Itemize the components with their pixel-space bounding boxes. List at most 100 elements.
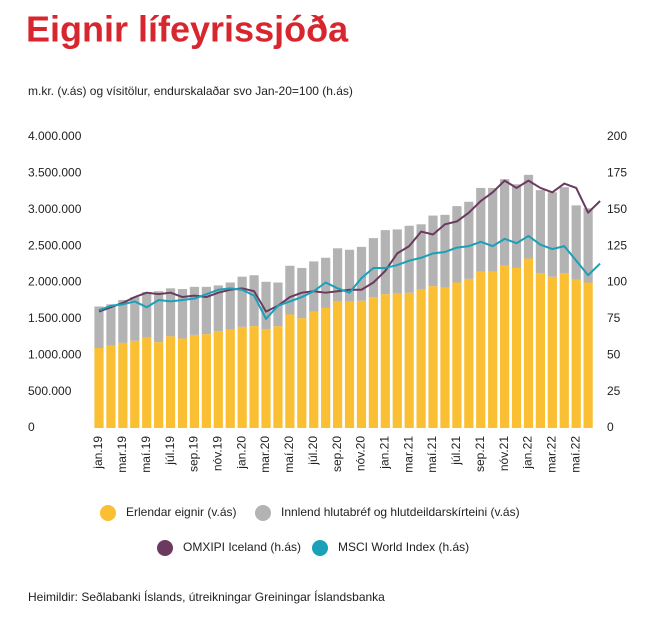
bar xyxy=(344,249,355,302)
bar xyxy=(118,299,128,343)
bar xyxy=(344,301,355,428)
bar xyxy=(142,337,152,428)
bar xyxy=(535,190,546,274)
line xyxy=(98,179,601,313)
source: Heimildir: Seðlabanki Íslands, útreiknin… xyxy=(28,589,385,604)
x-tick-label: mar.22 xyxy=(545,436,559,473)
bar xyxy=(368,297,378,428)
y-tick-label: 1.500.000 xyxy=(28,311,82,325)
bar xyxy=(428,215,438,287)
y-tick-label: 3.500.000 xyxy=(28,166,82,180)
x-tick-label: sep.21 xyxy=(473,436,487,472)
bar xyxy=(452,206,462,283)
bar xyxy=(106,304,116,346)
bar xyxy=(416,289,426,428)
bar xyxy=(154,342,164,428)
bar xyxy=(249,275,259,327)
bar xyxy=(106,345,116,428)
bar xyxy=(559,273,569,428)
bar xyxy=(154,291,164,343)
bar xyxy=(500,179,510,266)
bar xyxy=(321,307,331,428)
bar xyxy=(333,248,343,302)
bar xyxy=(237,276,247,327)
bar xyxy=(142,291,152,338)
bar xyxy=(309,311,319,428)
bar xyxy=(130,340,140,428)
bar xyxy=(440,287,450,428)
y-tick-label: 0 xyxy=(28,420,35,434)
bar xyxy=(165,336,176,428)
bar xyxy=(309,261,319,312)
x-tick-label: júl.21 xyxy=(449,436,463,466)
bar xyxy=(285,265,295,315)
bar xyxy=(130,297,140,341)
bar xyxy=(189,286,200,335)
x-tick-label: nóv.19 xyxy=(210,436,224,471)
legend-marker xyxy=(157,540,173,556)
bar xyxy=(476,187,486,272)
legend-marker xyxy=(312,540,328,556)
y2-tick-label: 0 xyxy=(607,420,614,434)
bar xyxy=(249,326,259,428)
chart-subtitle: m.kr. (v.ás) og vísitölur, endurskalaðar… xyxy=(28,84,353,98)
bar xyxy=(404,292,414,428)
y2-tick-label: 75 xyxy=(607,311,621,325)
bar xyxy=(165,288,176,337)
x-tick-label: maí.21 xyxy=(425,436,439,473)
bar xyxy=(177,338,188,428)
bar xyxy=(261,329,271,428)
bar xyxy=(297,318,307,428)
bar xyxy=(94,347,104,428)
bar xyxy=(523,258,534,428)
bar xyxy=(452,282,462,428)
chart-title: Eignir lífeyrissjóða xyxy=(26,9,349,50)
x-tick-label: júl.19 xyxy=(163,436,177,466)
bar xyxy=(511,267,522,428)
bar xyxy=(261,281,271,330)
x-tick-label: mar.20 xyxy=(258,436,272,473)
legend-marker xyxy=(100,505,116,521)
bar xyxy=(571,279,581,428)
bar xyxy=(356,300,367,428)
x-tick-label: nóv.20 xyxy=(354,436,368,471)
x-tick-label: jan.19 xyxy=(91,436,105,470)
bar xyxy=(380,230,390,295)
bar xyxy=(356,246,367,301)
x-tick-label: jan.21 xyxy=(377,436,391,470)
bar xyxy=(583,208,593,283)
bar xyxy=(488,271,498,428)
bar xyxy=(225,329,235,428)
legend-label: OMXIPI Iceland (h.ás) xyxy=(183,540,301,554)
y-tick-label: 2.000.000 xyxy=(28,275,82,289)
bar xyxy=(583,282,593,428)
bar xyxy=(500,265,510,428)
y2-tick-label: 50 xyxy=(607,347,621,361)
legend-label: Innlend hlutabréf og hlutdeildarskírtein… xyxy=(281,505,520,519)
bar xyxy=(213,331,223,428)
y-tick-label: 2.500.000 xyxy=(28,238,82,252)
y-tick-label: 1.000.000 xyxy=(28,347,82,361)
bar xyxy=(464,278,474,428)
line xyxy=(98,234,601,320)
bar xyxy=(189,334,200,428)
legend-marker xyxy=(255,505,271,521)
bar xyxy=(547,192,557,277)
x-tick-label: maí.19 xyxy=(139,436,153,473)
bar xyxy=(237,326,247,428)
bar xyxy=(273,282,283,327)
bar xyxy=(404,225,414,293)
legend-label: Erlendar eignir (v.ás) xyxy=(126,505,236,519)
y-tick-label: 4.000.000 xyxy=(28,129,82,143)
x-tick-label: mar.21 xyxy=(401,436,415,473)
y-tick-label: 500.000 xyxy=(28,384,72,398)
x-tick-label: jan.20 xyxy=(234,436,248,470)
x-tick-label: nóv.21 xyxy=(497,436,511,471)
y2-tick-label: 200 xyxy=(607,129,627,143)
y2-tick-label: 100 xyxy=(607,275,627,289)
bar xyxy=(94,306,104,348)
y2-tick-label: 150 xyxy=(607,202,627,216)
y-tick-label: 3.000.000 xyxy=(28,202,82,216)
x-tick-label: sep.20 xyxy=(330,436,344,472)
